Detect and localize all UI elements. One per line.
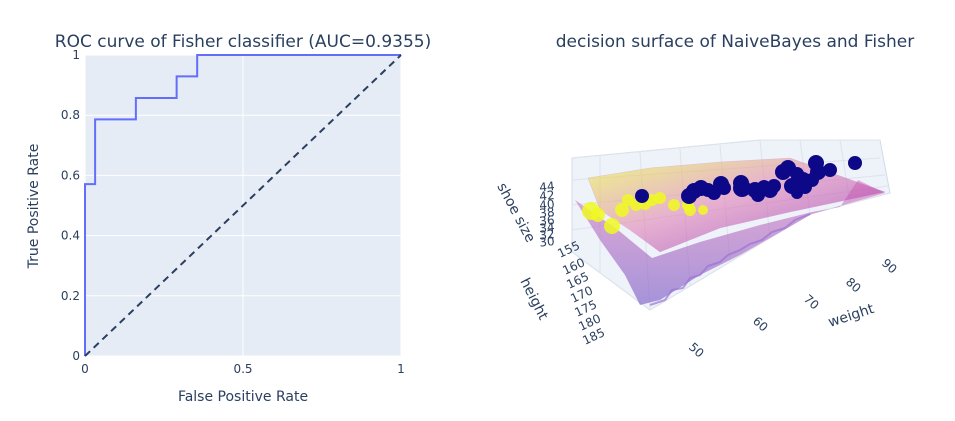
class-1-point <box>698 205 708 215</box>
roc-y-tick-label: 0.8 <box>61 108 80 122</box>
roc-y-tick-label: 0 <box>72 349 80 363</box>
x-tick-label: 50 <box>686 340 707 361</box>
class-0-point <box>635 189 649 203</box>
roc-title: ROC curve of Fisher classifier (AUC=0.93… <box>55 32 431 52</box>
roc-y-tick-label: 0.4 <box>61 229 80 243</box>
roc-tick-labels: 0 0.5 1 0 0.2 0.4 0.6 0.8 1 <box>61 48 405 376</box>
x-tick-label: 80 <box>843 275 864 296</box>
class-1-point <box>604 218 620 234</box>
x-tick-label: 90 <box>879 256 900 277</box>
roc-y-axis-label: True Positive Rate <box>26 144 42 270</box>
scatter-points <box>582 155 862 234</box>
roc-y-tick-label: 0.6 <box>61 168 80 182</box>
class-0-point <box>823 163 837 177</box>
roc-chart: 0 0.5 1 0 0.2 0.4 0.6 0.8 1 ROC curve of Fisher … <box>26 32 431 405</box>
z-axis-title: shoe size <box>493 180 538 245</box>
x-tick-label: 70 <box>801 292 822 313</box>
roc-series-ROC <box>84 54 401 356</box>
roc-series-chance <box>84 54 402 357</box>
class-0-point <box>848 156 862 170</box>
surface-jagged-edge <box>649 213 811 306</box>
surface-title: decision surface of NaiveBayes and Fishe… <box>556 32 914 52</box>
x-axis-title: weight <box>826 301 876 331</box>
z-tick-label: 32 <box>539 227 556 243</box>
roc-series <box>84 54 402 357</box>
x-tick-label: 60 <box>750 314 771 335</box>
naivebayes-surface <box>575 180 885 305</box>
class-1-point <box>591 208 605 222</box>
class-0-point <box>717 181 731 195</box>
roc-x-tick-label: 1 <box>397 362 405 376</box>
z-tick-label: 30 <box>539 234 556 250</box>
roc-x-axis-label: False Positive Rate <box>178 389 308 405</box>
roc-y-tick-label: 0.2 <box>61 289 80 303</box>
z-tick-label: 44 <box>539 179 556 195</box>
z-tick-label: 34 <box>539 220 556 236</box>
roc-y-tick-label: 1 <box>72 48 80 62</box>
z-tick-label: 40 <box>539 197 556 213</box>
class-1-point <box>668 199 680 211</box>
class-1-point <box>684 204 696 216</box>
y-axis-title: height <box>516 276 551 323</box>
class-0-point <box>767 179 781 193</box>
class-0-point <box>733 179 751 197</box>
class-0-point <box>810 164 826 180</box>
roc-x-tick-label: 0 <box>81 362 89 376</box>
class-1-point <box>615 203 629 217</box>
z-tick-label: 42 <box>539 188 556 204</box>
z-tick-label: 36 <box>539 213 556 229</box>
roc-x-tick-label: 0.5 <box>233 362 252 376</box>
z-tick-label: 38 <box>539 205 556 221</box>
decision-surface-chart: decision surface of NaiveBayes and Fishe… <box>493 32 914 360</box>
class-1-point <box>654 192 666 204</box>
